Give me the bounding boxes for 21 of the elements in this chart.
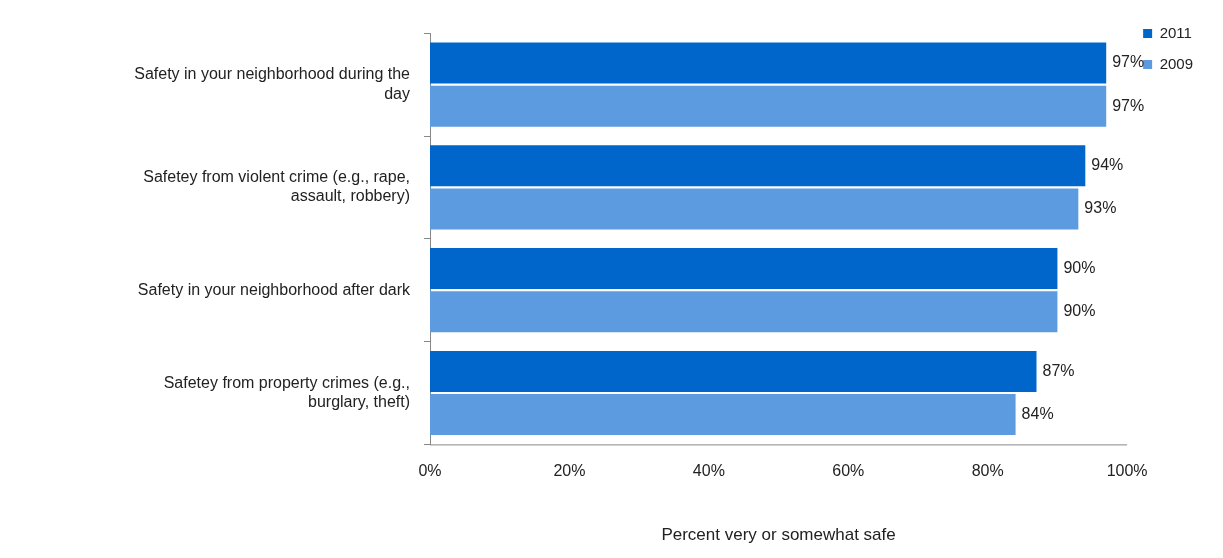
x-tick-label: 20% [553,462,586,480]
data-label: 90% [1063,302,1096,320]
y-tick-label: Safetey from violent crime (e.g., rape, assault, robbery) [143,168,410,205]
data-label: 87% [1042,361,1075,379]
legend-label: 2011 [1159,23,1192,41]
data-label: 93% [1084,199,1117,217]
data-label: 97% [1112,53,1145,71]
x-tick-label: 40% [692,462,725,480]
x-tick-label: 100% [1106,462,1148,480]
x-axis-title: Percent very or somewhat safe [661,525,896,545]
y-tick-label: Safetey from property crimes (e.g., burglary, theft) [163,373,410,411]
x-tick-label: 80% [971,462,1004,480]
legend-label: 2009 [1159,54,1194,72]
y-tick-label: Safety in your neighborhood during the day [134,65,411,102]
data-label: 94% [1091,156,1124,174]
data-label: 97% [1112,96,1145,114]
y-tick-label: Safety in your neighborhood after dark [137,280,411,298]
data-label: 84% [1021,404,1054,422]
data-label: 90% [1063,259,1096,277]
x-tick-label: 0% [418,462,442,480]
x-tick-label: 60% [832,462,865,480]
